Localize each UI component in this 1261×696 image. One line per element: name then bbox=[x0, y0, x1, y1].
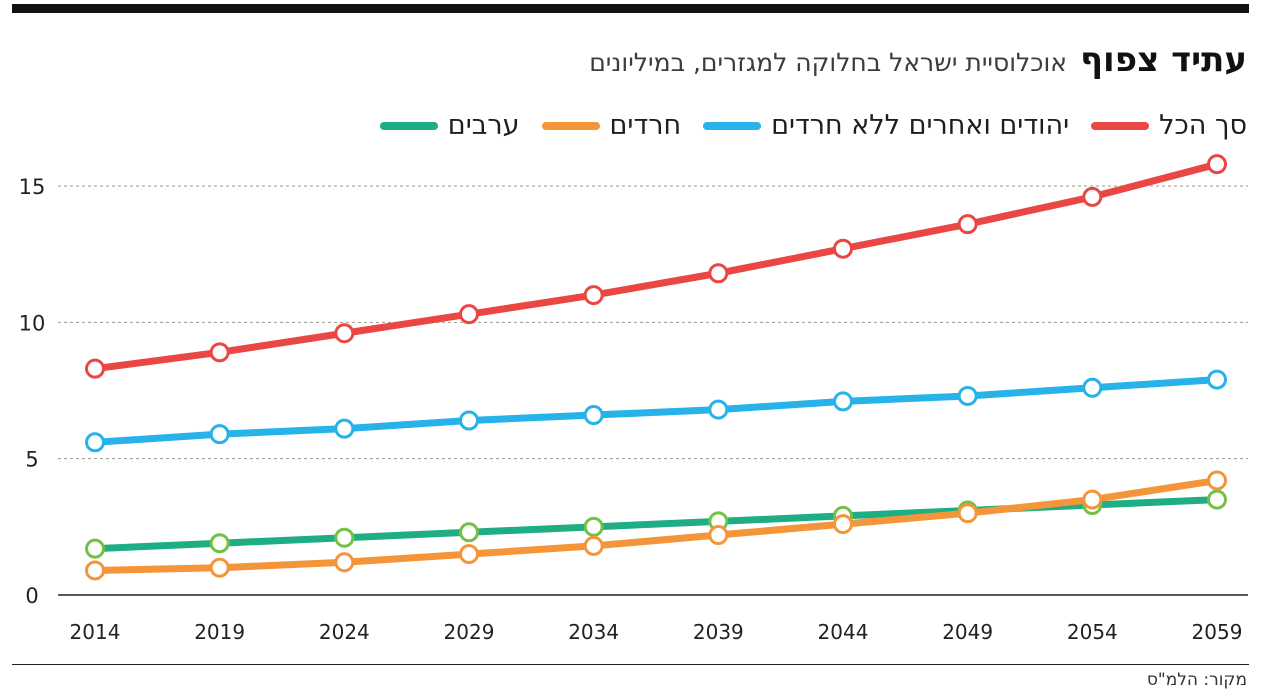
title-subtitle: אוכלוסיית ישראל בחלוקה למגזרים, במיליוני… bbox=[589, 48, 1068, 77]
data-point-haredim-2059 bbox=[1207, 470, 1227, 491]
legend-item-jews-others: יהודים ואחרים ללא חרדים bbox=[703, 110, 1069, 141]
x-tick-label-2044: 2044 bbox=[818, 620, 869, 644]
series-line-haredim bbox=[91, 476, 1221, 574]
y-tick-label-15: 15 bbox=[19, 175, 46, 199]
data-point-jews-others-2034 bbox=[583, 405, 604, 426]
data-point-haredim-2039 bbox=[708, 525, 729, 546]
data-point-arabs-2019 bbox=[209, 533, 230, 554]
data-point-haredim-2019 bbox=[209, 557, 230, 578]
data-point-total-2054 bbox=[1082, 186, 1103, 207]
data-point-haredim-2024 bbox=[334, 552, 355, 573]
data-point-total-2034 bbox=[583, 285, 604, 306]
data-point-jews-others-2049 bbox=[957, 385, 978, 406]
data-point-jews-others-2019 bbox=[209, 424, 230, 445]
x-tick-label-2059: 2059 bbox=[1192, 620, 1243, 644]
x-tick-label-2014: 2014 bbox=[70, 620, 121, 644]
legend-item-arabs: ערבים bbox=[379, 110, 520, 141]
data-point-total-2024 bbox=[334, 323, 355, 344]
data-point-total-2049 bbox=[957, 214, 978, 235]
legend-label-arabs: ערבים bbox=[447, 110, 520, 141]
legend-label-total: סך הכל bbox=[1159, 110, 1247, 141]
series-line-jews-others bbox=[91, 376, 1221, 446]
y-tick-label-10: 10 bbox=[19, 311, 46, 335]
legend-label-haredim: חרדים bbox=[609, 110, 682, 141]
x-tick-label-2049: 2049 bbox=[942, 620, 993, 644]
source-note: מקור: הלמ"ס bbox=[1146, 670, 1247, 690]
data-point-arabs-2034 bbox=[583, 516, 604, 537]
data-point-haredim-2029 bbox=[459, 544, 479, 565]
series-line-total bbox=[91, 160, 1221, 373]
legend-label-jews-others: יהודים ואחרים ללא חרדים bbox=[771, 110, 1070, 141]
chart-legend: סך הכל יהודים ואחרים ללא חרדים חרדים ערב… bbox=[379, 110, 1247, 141]
data-point-jews-others-2054 bbox=[1082, 377, 1103, 398]
data-point-haredim-2044 bbox=[833, 514, 853, 535]
data-point-haredim-2054 bbox=[1082, 489, 1103, 510]
x-tick-label-2029: 2029 bbox=[444, 620, 495, 644]
y-tick-label-5: 5 bbox=[25, 448, 38, 472]
title-bold: עתיד צפוף bbox=[1080, 40, 1247, 80]
chart-title: עתיד צפוף אוכלוסיית ישראל בחלוקה למגזרים… bbox=[589, 38, 1247, 88]
data-point-jews-others-2014 bbox=[85, 432, 105, 453]
data-point-total-2029 bbox=[459, 304, 479, 325]
data-point-jews-others-2044 bbox=[833, 391, 853, 412]
data-point-total-2059 bbox=[1207, 154, 1227, 175]
data-point-arabs-2024 bbox=[334, 527, 355, 548]
x-tick-label-2034: 2034 bbox=[568, 620, 619, 644]
data-point-jews-others-2039 bbox=[708, 399, 729, 420]
data-point-total-2044 bbox=[833, 238, 853, 259]
data-point-haredim-2049 bbox=[957, 503, 978, 524]
data-point-haredim-2034 bbox=[583, 535, 604, 556]
x-tick-label-2039: 2039 bbox=[693, 620, 744, 644]
data-point-total-2039 bbox=[708, 263, 729, 284]
data-point-total-2014 bbox=[85, 358, 105, 379]
data-point-jews-others-2024 bbox=[334, 418, 355, 439]
legend-swatch-total bbox=[1091, 121, 1150, 130]
legend-swatch-haredim bbox=[541, 121, 600, 130]
data-point-haredim-2014 bbox=[85, 560, 105, 581]
data-point-arabs-2059 bbox=[1207, 489, 1227, 510]
legend-item-total: סך הכל bbox=[1091, 110, 1247, 141]
top-rule bbox=[12, 4, 1249, 13]
x-tick-label-2024: 2024 bbox=[319, 620, 370, 644]
data-point-jews-others-2029 bbox=[459, 410, 479, 431]
bottom-rule bbox=[12, 664, 1249, 665]
x-tick-label-2019: 2019 bbox=[194, 620, 245, 644]
data-point-arabs-2029 bbox=[459, 522, 479, 543]
data-point-arabs-2014 bbox=[85, 538, 105, 559]
legend-item-haredim: חרדים bbox=[541, 110, 682, 141]
data-point-jews-others-2059 bbox=[1207, 369, 1227, 390]
legend-swatch-arabs bbox=[379, 121, 438, 130]
x-tick-label-2054: 2054 bbox=[1067, 620, 1118, 644]
legend-swatch-jews-others bbox=[703, 121, 762, 130]
data-point-total-2019 bbox=[209, 342, 230, 363]
y-tick-label-0: 0 bbox=[25, 584, 38, 608]
